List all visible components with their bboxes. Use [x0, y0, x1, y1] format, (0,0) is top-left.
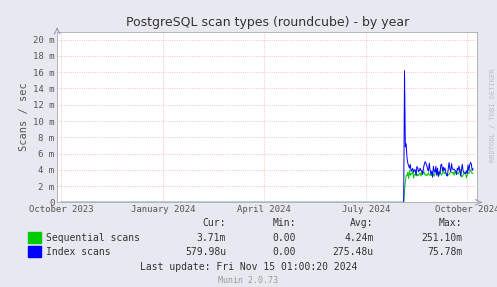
Text: 0.00: 0.00: [273, 233, 296, 243]
Text: RRDTOOL / TOBI OETIKER: RRDTOOL / TOBI OETIKER: [490, 68, 496, 162]
Text: Max:: Max:: [439, 218, 462, 228]
Text: 75.78m: 75.78m: [427, 247, 462, 257]
Text: 251.10m: 251.10m: [421, 233, 462, 243]
Text: 3.71m: 3.71m: [197, 233, 226, 243]
Text: Munin 2.0.73: Munin 2.0.73: [219, 276, 278, 285]
Y-axis label: Scans / sec: Scans / sec: [19, 83, 29, 151]
Text: Sequential scans: Sequential scans: [46, 233, 140, 243]
Text: Min:: Min:: [273, 218, 296, 228]
Text: 4.24m: 4.24m: [344, 233, 374, 243]
Text: 0.00: 0.00: [273, 247, 296, 257]
Text: 579.98u: 579.98u: [185, 247, 226, 257]
Text: Avg:: Avg:: [350, 218, 374, 228]
Text: 275.48u: 275.48u: [332, 247, 374, 257]
Title: PostgreSQL scan types (roundcube) - by year: PostgreSQL scan types (roundcube) - by y…: [126, 16, 409, 29]
Text: Cur:: Cur:: [203, 218, 226, 228]
Text: Last update: Fri Nov 15 01:00:20 2024: Last update: Fri Nov 15 01:00:20 2024: [140, 262, 357, 272]
Text: Index scans: Index scans: [46, 247, 111, 257]
